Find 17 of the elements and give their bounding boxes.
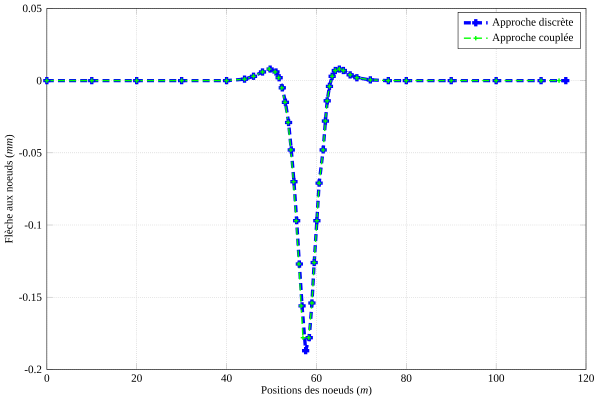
y-tick-label: -0.05 <box>19 149 42 157</box>
x-tick-label: 20 <box>132 374 142 382</box>
y-tick-label: -0.2 <box>24 366 42 374</box>
x-tick-label: 80 <box>401 374 412 382</box>
y-tick-label: -0.1 <box>24 221 42 230</box>
x-axis-title: Positions des noeuds (m) <box>261 386 372 396</box>
y-tick-label: 0 <box>36 77 42 85</box>
y-axis-title: Flèche aux noeuds (mm) <box>4 135 15 244</box>
x-tick-label: 100 <box>488 374 504 382</box>
legend-label: Approche discrète <box>492 18 574 28</box>
x-tick-label: 120 <box>578 374 594 382</box>
legend-label: Approche couplée <box>492 33 574 44</box>
x-tick-label: 60 <box>311 374 322 382</box>
x-tick-label: 40 <box>221 374 232 382</box>
y-tick-label: 0.05 <box>22 4 42 12</box>
x-tick-label: 0 <box>44 374 50 382</box>
y-tick-label: -0.15 <box>19 294 42 302</box>
